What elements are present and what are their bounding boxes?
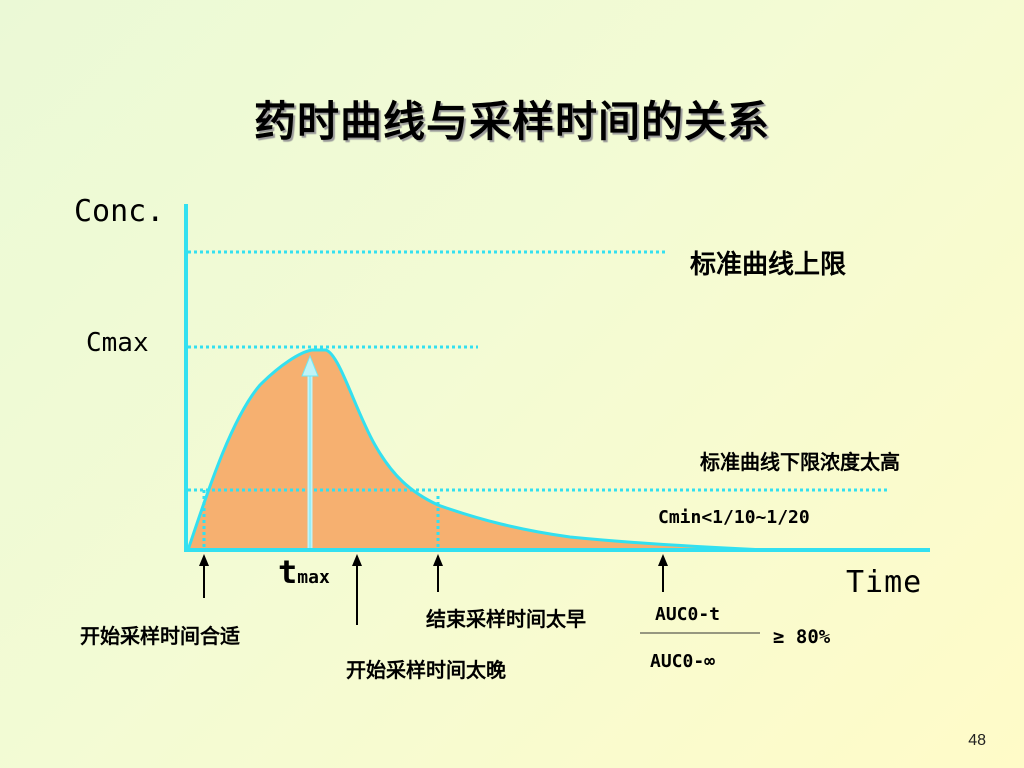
cmax-label: Cmax [86, 328, 149, 358]
start-late-arrow [352, 554, 362, 625]
x-axis-label: Time [846, 565, 923, 600]
end-early-arrow [433, 554, 443, 592]
cmin-rule-label: Cmin<1/10~1/20 [658, 507, 810, 528]
upper-limit-label: 标准曲线上限 [690, 250, 847, 280]
start-ok-arrow [199, 554, 209, 598]
auc-numerator: AUC0-t [655, 604, 721, 625]
end-early-label: 结束采样时间太早 [426, 607, 586, 631]
tmax-arrow-head [301, 354, 319, 377]
tmax-main: t [278, 553, 298, 591]
start-late-label: 开始采样时间太晚 [346, 658, 506, 682]
lower-limit-label: 标准曲线下限浓度太高 [700, 450, 900, 474]
auc-denominator: AUC0-∞ [650, 651, 716, 672]
y-axis-label: Conc. [74, 194, 165, 229]
page-title: 药时曲线与采样时间的关系 [253, 97, 770, 146]
tmax-sub: max [297, 567, 330, 588]
tmax-label: tmax [278, 553, 330, 591]
page-number: 48 [968, 732, 986, 749]
auc-end-arrow [658, 554, 668, 592]
concentration-curve [186, 348, 766, 552]
auc-area [188, 350, 765, 550]
start-ok-label: 开始采样时间合适 [80, 624, 240, 648]
auc-relation: ≥ 80% [773, 626, 831, 648]
